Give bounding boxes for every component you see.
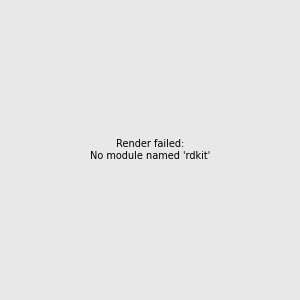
Text: Render failed:
No module named 'rdkit': Render failed: No module named 'rdkit' xyxy=(90,139,210,161)
